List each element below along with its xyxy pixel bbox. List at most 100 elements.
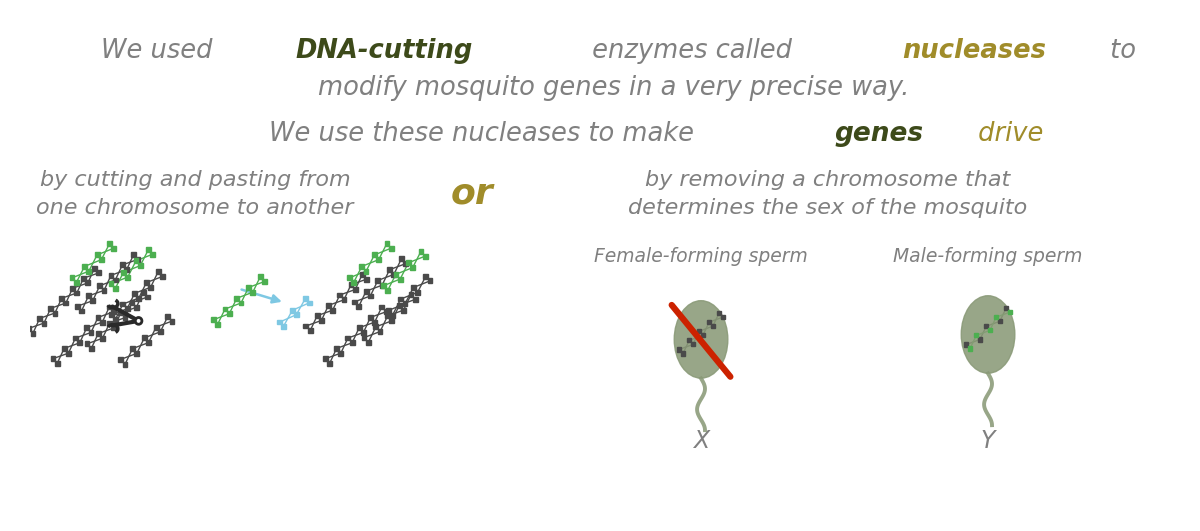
- Bar: [368, 294, 373, 298]
- Bar: [397, 303, 402, 308]
- Bar: [323, 356, 328, 361]
- Bar: [82, 264, 86, 269]
- Bar: [427, 278, 432, 284]
- Bar: [109, 273, 114, 278]
- Bar: [348, 282, 353, 287]
- Bar: [326, 303, 331, 308]
- Bar: [410, 285, 415, 290]
- Bar: [388, 267, 392, 272]
- Bar: [314, 313, 319, 318]
- Bar: [74, 290, 79, 295]
- Bar: [330, 308, 335, 313]
- Bar: [160, 274, 164, 279]
- Bar: [113, 317, 118, 322]
- Bar: [347, 276, 352, 280]
- Bar: [144, 280, 149, 285]
- Bar: [37, 316, 42, 321]
- Circle shape: [136, 318, 142, 324]
- Bar: [107, 241, 112, 246]
- Bar: [148, 285, 154, 290]
- Bar: [721, 315, 725, 319]
- Bar: [55, 361, 60, 366]
- Bar: [169, 319, 174, 323]
- Bar: [262, 279, 266, 284]
- Bar: [353, 287, 358, 292]
- Bar: [85, 280, 90, 285]
- Bar: [394, 272, 398, 277]
- Bar: [112, 326, 116, 330]
- Bar: [277, 320, 282, 324]
- Bar: [119, 357, 124, 362]
- Bar: [108, 281, 113, 286]
- Bar: [974, 333, 978, 338]
- Bar: [335, 346, 340, 351]
- Bar: [158, 329, 163, 335]
- Bar: [113, 278, 118, 282]
- Bar: [97, 283, 102, 288]
- Bar: [79, 309, 84, 313]
- Bar: [50, 356, 55, 361]
- Bar: [294, 312, 299, 317]
- Bar: [223, 306, 228, 312]
- Bar: [121, 270, 126, 275]
- Bar: [422, 254, 427, 259]
- Bar: [364, 277, 368, 281]
- Bar: [356, 326, 361, 330]
- Bar: [307, 301, 312, 305]
- Bar: [389, 246, 394, 251]
- Bar: [1004, 306, 1008, 310]
- Bar: [90, 298, 95, 303]
- Bar: [391, 272, 396, 277]
- Bar: [234, 296, 239, 301]
- Bar: [410, 265, 415, 270]
- Bar: [70, 276, 74, 280]
- Bar: [112, 246, 116, 251]
- Bar: [132, 291, 137, 296]
- Bar: [100, 336, 104, 341]
- Bar: [122, 362, 127, 366]
- Bar: [74, 280, 79, 285]
- Bar: [73, 336, 78, 340]
- Text: by removing a chromosome that
determines the sex of the mosquito: by removing a chromosome that determines…: [628, 170, 1027, 218]
- Bar: [74, 304, 79, 309]
- Bar: [372, 252, 377, 258]
- Bar: [406, 260, 410, 266]
- Bar: [366, 340, 371, 345]
- Bar: [281, 324, 286, 329]
- Text: by cutting and pasting from
one chromosome to another: by cutting and pasting from one chromoso…: [36, 170, 354, 218]
- Bar: [71, 286, 76, 290]
- Bar: [290, 308, 295, 313]
- Ellipse shape: [961, 296, 1015, 373]
- Bar: [125, 275, 130, 279]
- Bar: [691, 342, 695, 347]
- Bar: [154, 324, 158, 330]
- Bar: [361, 330, 366, 335]
- Bar: [397, 277, 402, 281]
- Bar: [319, 318, 324, 323]
- Bar: [368, 315, 373, 320]
- Bar: [378, 329, 383, 334]
- Text: DNA-cutting: DNA-cutting: [295, 38, 473, 64]
- Bar: [215, 322, 220, 327]
- Bar: [342, 297, 347, 302]
- Bar: [107, 305, 112, 310]
- Text: modify mosquito genes in a very precise way.: modify mosquito genes in a very precise …: [318, 75, 910, 101]
- Bar: [401, 307, 406, 313]
- Bar: [398, 256, 403, 261]
- Bar: [978, 337, 982, 341]
- Bar: [42, 321, 47, 326]
- Bar: [390, 319, 395, 323]
- Bar: [150, 252, 155, 256]
- Text: We used: We used: [101, 38, 221, 64]
- Bar: [688, 338, 691, 342]
- Bar: [707, 320, 712, 324]
- Bar: [246, 285, 251, 290]
- Bar: [384, 310, 389, 314]
- Bar: [146, 247, 151, 252]
- Bar: [304, 323, 308, 329]
- Bar: [372, 320, 377, 324]
- Text: drive: drive: [971, 122, 1044, 148]
- Bar: [86, 269, 91, 273]
- Bar: [701, 333, 704, 337]
- Bar: [96, 315, 101, 320]
